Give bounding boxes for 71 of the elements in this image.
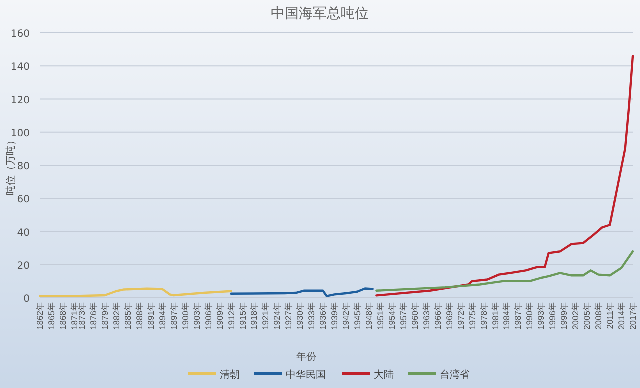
x-tick-label: 1930年 bbox=[295, 302, 306, 330]
x-tick-label: 1951年 bbox=[375, 302, 386, 330]
y-tick-label: 60 bbox=[17, 194, 30, 206]
x-tick-label: 1978年 bbox=[478, 302, 489, 330]
x-tick-label: 1915年 bbox=[238, 302, 248, 330]
x-tick-label: 1873年 bbox=[77, 302, 88, 330]
legend-label: 中华民国 bbox=[286, 369, 326, 381]
y-tick-label: 40 bbox=[17, 228, 30, 239]
line-series bbox=[230, 288, 374, 298]
legend-label: 台湾省 bbox=[440, 369, 470, 381]
x-tick-label: 1942年 bbox=[341, 302, 352, 330]
x-tick-label: 1868年 bbox=[58, 302, 68, 330]
x-tick-label: 1906年 bbox=[203, 302, 214, 330]
x-tick-label: 1927年 bbox=[284, 302, 294, 330]
x-tick-label: 1918年 bbox=[249, 302, 260, 330]
x-tick-label: 1993年 bbox=[536, 302, 546, 330]
x-tick-label: 1891年 bbox=[146, 302, 156, 330]
x-tick-label: 1996年 bbox=[548, 302, 558, 330]
x-tick-label: 2002年 bbox=[570, 302, 581, 330]
x-tick-label: 1990年 bbox=[524, 302, 535, 330]
x-tick-label: 1972年 bbox=[456, 302, 466, 330]
y-tick-label: 120 bbox=[10, 95, 30, 106]
y-tick-label: 20 bbox=[17, 260, 30, 272]
y-tick-label: 160 bbox=[10, 29, 30, 40]
x-tick-label: 1948年 bbox=[364, 302, 374, 330]
x-tick-label: 1945年 bbox=[352, 302, 363, 330]
x-tick-label: 1984年 bbox=[502, 302, 512, 330]
x-tick-label: 1912年 bbox=[226, 302, 236, 330]
x-tick-label: 1936年 bbox=[318, 302, 328, 330]
x-tick-label: 1885年 bbox=[122, 302, 133, 330]
x-tick-label: 2011年 bbox=[605, 302, 616, 330]
x-tick-label: 1999年 bbox=[559, 302, 570, 330]
x-tick-label: 1921年 bbox=[260, 302, 271, 330]
line-series bbox=[38, 288, 232, 298]
x-axis-title: 年份 bbox=[296, 351, 316, 363]
x-tick-label: 1865年 bbox=[46, 302, 56, 330]
chart-title: 中国海军总吨位 bbox=[271, 6, 369, 22]
x-tick-label: 1882年 bbox=[112, 302, 122, 330]
line-series bbox=[376, 55, 634, 297]
x-tick-label: 2008年 bbox=[594, 302, 604, 330]
x-tick-label: 1871年 bbox=[69, 302, 80, 330]
x-tick-label: 1966年 bbox=[432, 302, 443, 330]
line-series bbox=[376, 250, 634, 292]
x-tick-label: 1981年 bbox=[490, 302, 500, 330]
x-tick-label: 2017年 bbox=[628, 302, 638, 330]
x-tick-label: 2014年 bbox=[616, 302, 627, 330]
x-tick-label: 1876年 bbox=[88, 302, 99, 330]
x-tick-label: 1954年 bbox=[386, 302, 397, 330]
x-tick-label: 1879年 bbox=[100, 302, 110, 330]
y-tick-label: 140 bbox=[10, 62, 30, 74]
x-tick-label: 1909年 bbox=[214, 302, 225, 330]
x-tick-label: 1975年 bbox=[467, 302, 478, 330]
x-tick-label: 1933年 bbox=[306, 302, 317, 330]
x-tick-label: 1903年 bbox=[192, 302, 202, 330]
x-tick-label: 1960年 bbox=[410, 302, 420, 330]
x-tick-label: 1900年 bbox=[180, 302, 190, 330]
x-tick-label: 1969年 bbox=[444, 302, 454, 330]
x-tick-label: 1939年 bbox=[330, 302, 340, 330]
x-tick-label: 2005年 bbox=[582, 302, 592, 330]
legend-label: 大陆 bbox=[374, 369, 394, 381]
y-tick-label: 0 bbox=[24, 294, 30, 305]
x-tick-label: 1987年 bbox=[513, 302, 524, 330]
x-tick-label: 1894年 bbox=[157, 302, 168, 330]
x-tick-label: 1963年 bbox=[421, 302, 432, 330]
x-tick-label: 1888年 bbox=[134, 302, 144, 330]
y-tick-label: 80 bbox=[17, 162, 30, 172]
x-tick-label: 1862年 bbox=[35, 302, 45, 330]
x-tick-label: 1924年 bbox=[272, 302, 282, 330]
legend-label: 清朝 bbox=[220, 369, 240, 381]
x-tick-label: 1957年 bbox=[398, 302, 408, 330]
x-tick-label: 1897年 bbox=[168, 302, 179, 330]
